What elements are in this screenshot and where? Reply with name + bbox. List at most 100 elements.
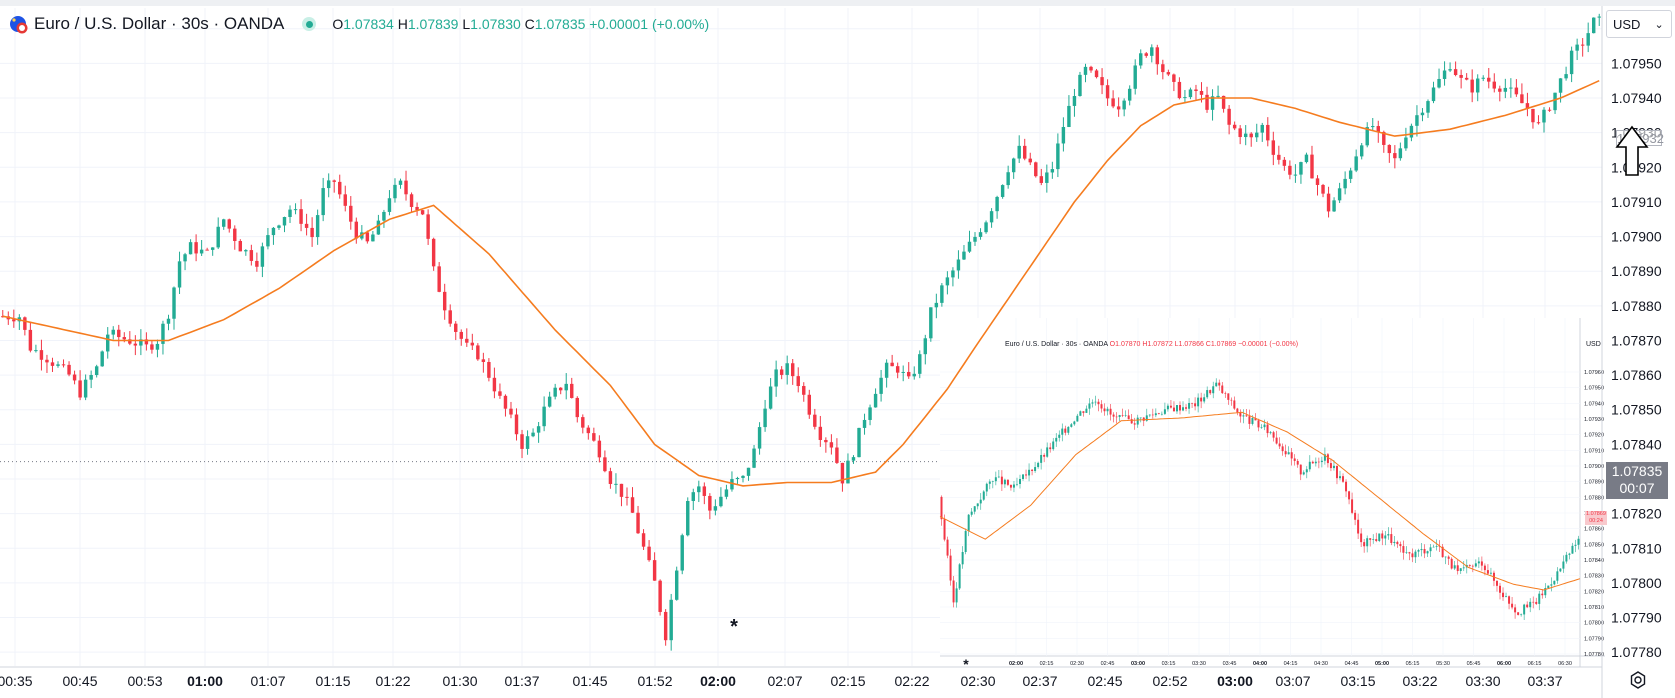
inset-x-tick-label: 06:30: [1558, 661, 1572, 667]
candle-body: [1431, 87, 1436, 102]
candle-body: [1542, 109, 1546, 123]
candle-body: [465, 338, 469, 343]
inset-candle-body: [1142, 417, 1145, 421]
candle-body: [1470, 79, 1474, 93]
x-tick-label: 02:30: [960, 673, 995, 689]
candle-body: [1404, 137, 1408, 149]
candle-body: [531, 432, 535, 437]
candle-body: [829, 442, 834, 448]
inset-candle-body: [1070, 424, 1073, 427]
inset-candle-body: [1489, 572, 1492, 574]
x-tick-label: 03:22: [1402, 673, 1437, 689]
last-price-label: 1.07835 00:07: [1606, 462, 1668, 499]
inset-x-tick-label: 02:45: [1101, 661, 1115, 667]
x-tick-label: 03:07: [1275, 673, 1310, 689]
candle-body: [807, 394, 811, 415]
inset-candle-body: [985, 483, 988, 492]
candle-body: [45, 359, 49, 363]
inset-candle-body: [1037, 462, 1040, 468]
y-tick-label: 1.07870: [1611, 332, 1662, 348]
candle-body: [128, 339, 132, 344]
inset-candle-body: [1139, 417, 1142, 419]
inset-candle-body: [1172, 407, 1175, 412]
candle-body: [89, 375, 93, 380]
inset-candle-body: [1360, 533, 1363, 543]
candle-body: [1503, 87, 1508, 92]
bar-countdown: 00:07: [1619, 480, 1655, 496]
y-tick-label: 1.07810: [1611, 540, 1662, 556]
candle-body: [708, 495, 712, 511]
candle-body: [387, 198, 392, 212]
candle-body: [117, 329, 121, 338]
chart-header: Euro / U.S. Dollar · 30s · OANDA O1.0783…: [8, 12, 709, 36]
inset-candle-body: [1245, 415, 1248, 417]
inset-candle-body: [1052, 441, 1055, 450]
candle-body: [1536, 122, 1541, 124]
candle-body: [282, 217, 287, 226]
inset-candle-body: [1236, 408, 1239, 413]
candle-body: [1017, 145, 1021, 159]
inset-y-tick-label: 1.07850: [1584, 542, 1604, 548]
inset-candle-body: [1345, 481, 1348, 492]
candle-body: [1315, 178, 1320, 185]
candle-body: [332, 180, 336, 182]
inset-candle-body: [1028, 469, 1031, 476]
inset-candle-body: [1456, 565, 1459, 572]
candle-body: [547, 396, 552, 407]
top-strip: [0, 0, 1675, 6]
candle-body: [1575, 44, 1579, 51]
inset-candle-body: [1082, 411, 1085, 413]
candle-body: [862, 419, 867, 428]
inset-candle-body: [958, 564, 961, 589]
inset-candle-body: [1471, 565, 1474, 567]
candle-body: [956, 259, 961, 271]
inset-candle-body: [1012, 484, 1015, 488]
inset-candle-body: [1420, 549, 1423, 551]
inset-candle-body: [1432, 546, 1435, 548]
candle-body: [603, 457, 607, 472]
inset-candle-body: [1154, 413, 1157, 416]
inset-candle-body: [955, 588, 958, 603]
candle-body: [293, 209, 298, 211]
settings-gear-icon[interactable]: [1628, 670, 1648, 690]
inset-candle-body: [1194, 403, 1197, 407]
x-tick-label: 02:37: [1022, 673, 1057, 689]
inset-candle-body: [1040, 454, 1043, 463]
candle-body: [1210, 96, 1215, 110]
candle-body: [155, 343, 160, 350]
inset-candle-body: [1426, 551, 1429, 554]
candle-body: [752, 448, 756, 468]
inset-candle-body: [1462, 567, 1465, 569]
inset-candle-body: [1339, 476, 1341, 479]
candle-body: [945, 277, 950, 286]
candle-body: [575, 397, 579, 418]
candle-body: [813, 414, 817, 427]
y-tick-label: 1.07880: [1611, 298, 1662, 314]
candle-body: [1553, 92, 1557, 111]
candle-body: [735, 477, 740, 480]
inset-candle-body: [1538, 593, 1541, 604]
symbol-title[interactable]: Euro / U.S. Dollar · 30s · OANDA: [34, 14, 285, 33]
inset-y-tick-label: 1.07780: [1584, 652, 1604, 658]
candle-body: [1437, 78, 1441, 88]
inset-candle-body: [1302, 472, 1305, 475]
y-tick-label: 1.07950: [1611, 55, 1662, 71]
inset-candle-body: [1505, 596, 1508, 598]
inset-x-tick-label: 03:45: [1223, 661, 1237, 667]
inset-candle-body: [1483, 565, 1486, 571]
candle-body: [967, 241, 972, 252]
inset-candle-body: [976, 503, 979, 507]
inset-candle-body: [1305, 469, 1308, 473]
inset-candle-body: [1055, 437, 1058, 442]
inset-candle-body: [1311, 461, 1314, 464]
inset-ma-line: [939, 411, 1581, 591]
candle-body: [757, 427, 762, 449]
inset-candle-body: [1163, 409, 1166, 414]
inset-candle-body: [1275, 437, 1278, 444]
market-status-icon[interactable]: [302, 17, 317, 31]
currency-button[interactable]: USD ⌄: [1606, 10, 1672, 38]
candle-body: [459, 331, 463, 339]
inset-candle-body: [1200, 397, 1203, 402]
inset-candle-body: [1015, 483, 1018, 485]
